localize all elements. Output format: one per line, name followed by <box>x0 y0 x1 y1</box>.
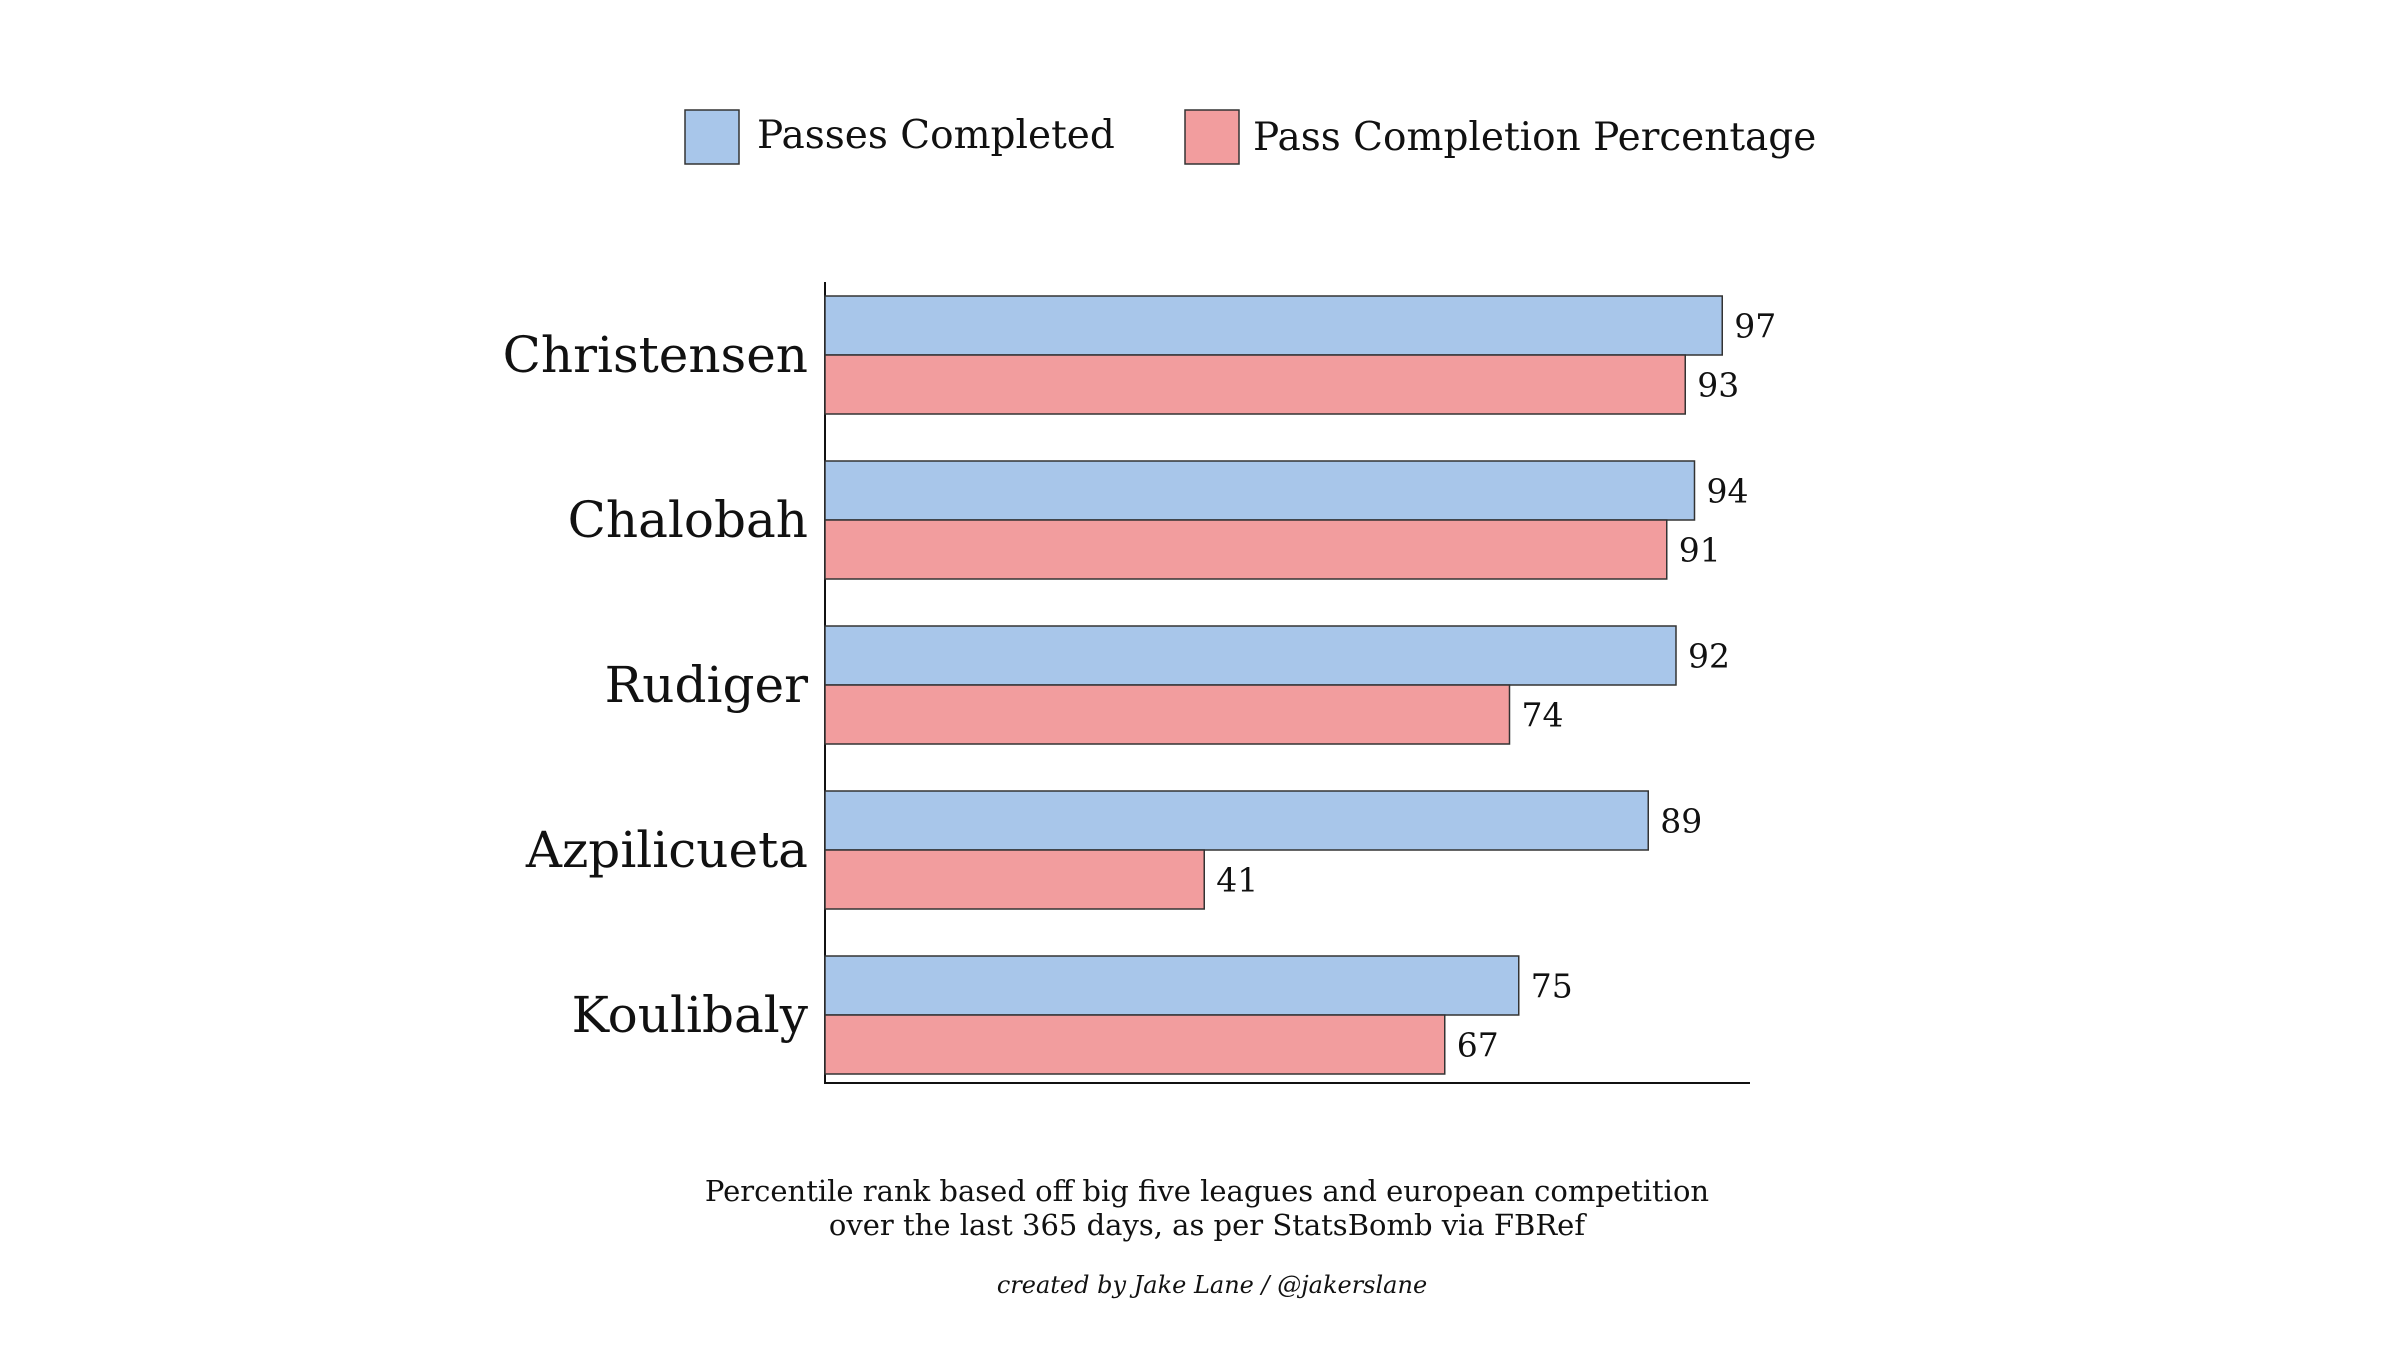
caption-line-2: over the last 365 days, as per StatsBomb… <box>829 1208 1587 1242</box>
value-label-rudiger-passes-completed: 92 <box>1688 637 1730 676</box>
bar-chalobah-passes-completed <box>824 460 1696 521</box>
value-label-koulibaly-passes-completed: 75 <box>1531 967 1573 1006</box>
bar-rudiger-pass-completion-percentage <box>824 684 1511 745</box>
legend-swatch-pass-completion-percentage <box>1184 109 1240 165</box>
bar-rudiger-passes-completed <box>824 625 1677 686</box>
bar-azpilicueta-passes-completed <box>824 790 1649 851</box>
caption-block: Percentile rank based off big five leagu… <box>705 1174 1709 1299</box>
value-label-chalobah-passes-completed: 94 <box>1707 472 1749 511</box>
value-label-rudiger-pass-completion-percentage: 74 <box>1522 696 1564 735</box>
bar-christensen-passes-completed <box>824 295 1723 356</box>
category-label-koulibaly: Koulibaly <box>572 986 809 1044</box>
value-label-koulibaly-pass-completion-percentage: 67 <box>1457 1026 1499 1065</box>
value-label-christensen-pass-completion-percentage: 93 <box>1697 366 1739 405</box>
category-label-rudiger: Rudiger <box>605 656 808 714</box>
value-label-chalobah-pass-completion-percentage: 91 <box>1679 531 1721 570</box>
bar-azpilicueta-pass-completion-percentage <box>824 849 1205 910</box>
category-label-chalobah: Chalobah <box>568 491 808 549</box>
legend-label-pass-completion-percentage: Pass Completion Percentage <box>1253 115 1816 160</box>
value-label-christensen-passes-completed: 97 <box>1734 307 1776 346</box>
bar-koulibaly-passes-completed <box>824 955 1520 1016</box>
caption-line-1: Percentile rank based off big five leagu… <box>705 1174 1709 1208</box>
credit-text: created by Jake Lane / @jakerslane <box>997 1271 1427 1299</box>
legend-label-passes-completed: Passes Completed <box>757 113 1115 158</box>
bar-chalobah-pass-completion-percentage <box>824 519 1668 580</box>
value-label-azpilicueta-passes-completed: 89 <box>1660 802 1702 841</box>
bars <box>824 295 1723 1075</box>
category-label-christensen: Christensen <box>503 326 808 384</box>
category-label-azpilicueta: Azpilicueta <box>525 821 808 879</box>
bar-koulibaly-pass-completion-percentage <box>824 1014 1446 1075</box>
legend-swatch-passes-completed <box>684 109 740 165</box>
labels: 97 93 Christensen 94 91 Chalobah 92 74 Rudiger 89… <box>503 307 1777 1065</box>
value-label-azpilicueta-pass-completion-percentage: 41 <box>1216 861 1258 900</box>
bar-christensen-pass-completion-percentage <box>824 354 1686 415</box>
legend: Passes Completed Pass Completion Percent… <box>684 109 1816 165</box>
